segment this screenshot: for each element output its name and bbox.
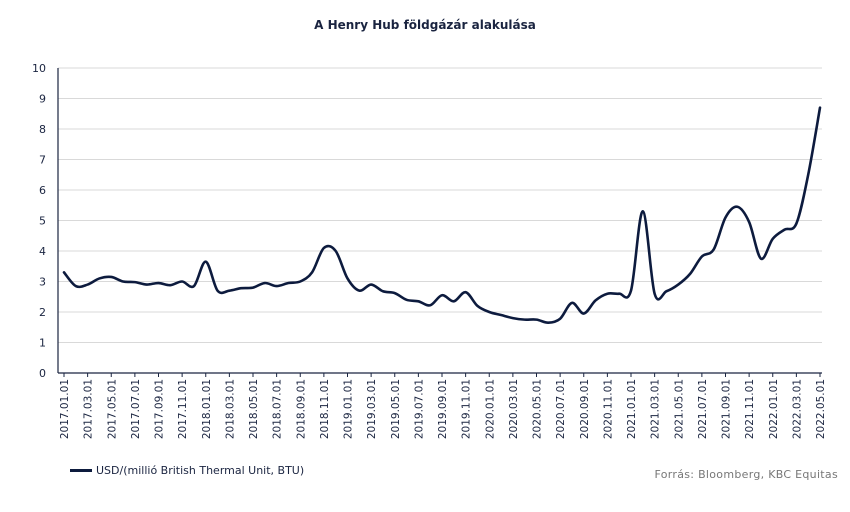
x-tick-label: 2017.09.01 [154, 379, 166, 439]
x-tick-label: 2017.07.01 [130, 379, 142, 439]
y-tick-label: 10 [32, 62, 46, 75]
chart-title: A Henry Hub földgázár alakulása [314, 18, 536, 32]
x-tick-label: 2020.05.01 [532, 379, 544, 439]
legend-label: USD/(millió British Thermal Unit, BTU) [96, 464, 305, 477]
y-tick-label: 5 [39, 215, 46, 228]
x-tick-label: 2018.01.01 [201, 379, 213, 439]
x-tick-label: 2019.05.01 [390, 379, 402, 439]
y-tick-label: 7 [39, 154, 46, 167]
x-tick-label: 2018.09.01 [295, 379, 307, 439]
x-tick-label: 2021.01.01 [626, 379, 638, 439]
x-tick-label: 2021.07.01 [697, 379, 709, 439]
x-tick-label: 2018.05.01 [248, 379, 260, 439]
x-tick-label: 2020.07.01 [555, 379, 567, 439]
source-note: Forrás: Bloomberg, KBC Equitas [654, 468, 838, 481]
x-tick-label: 2022.01.01 [768, 379, 780, 439]
x-tick-label: 2018.11.01 [319, 379, 331, 439]
y-tick-label: 9 [39, 93, 46, 106]
x-tick-label: 2022.03.01 [791, 379, 803, 439]
y-tick-label: 2 [39, 306, 46, 319]
legend: USD/(millió British Thermal Unit, BTU) [70, 464, 304, 477]
x-tick-label: 2018.03.01 [224, 379, 236, 439]
x-tick-label: 2017.03.01 [83, 379, 95, 439]
x-tick-label: 2021.09.01 [721, 379, 733, 439]
series-line-henry-hub [62, 106, 822, 324]
legend-swatch [70, 469, 92, 472]
x-tick-label: 2019.11.01 [461, 379, 473, 439]
x-tick-label: 2022.05.01 [815, 379, 827, 439]
x-tick-label: 2020.03.01 [508, 379, 520, 439]
x-tick-label: 2017.05.01 [106, 379, 118, 439]
x-tick-label: 2017.11.01 [177, 379, 189, 439]
x-tick-label: 2019.03.01 [366, 379, 378, 439]
x-tick-label: 2019.09.01 [437, 379, 449, 439]
y-tick-label: 1 [39, 337, 46, 350]
x-tick-label: 2019.07.01 [413, 379, 425, 439]
x-tick-label: 2021.05.01 [673, 379, 685, 439]
x-tick-label: 2020.11.01 [602, 379, 614, 439]
y-tick-label: 3 [39, 276, 46, 289]
x-tick-label: 2017.01.01 [59, 379, 71, 439]
y-tick-label: 0 [39, 367, 46, 380]
x-tick-label: 2021.03.01 [650, 379, 662, 439]
x-tick-label: 2021.11.01 [744, 379, 756, 439]
x-tick-label: 2020.09.01 [579, 379, 591, 439]
x-tick-label: 2018.07.01 [272, 379, 284, 439]
x-tick-label: 2019.01.01 [343, 379, 355, 439]
y-tick-label: 6 [39, 184, 46, 197]
x-tick-label: 2020.01.01 [484, 379, 496, 439]
y-tick-label: 8 [39, 123, 46, 136]
y-tick-label: 4 [39, 245, 46, 258]
